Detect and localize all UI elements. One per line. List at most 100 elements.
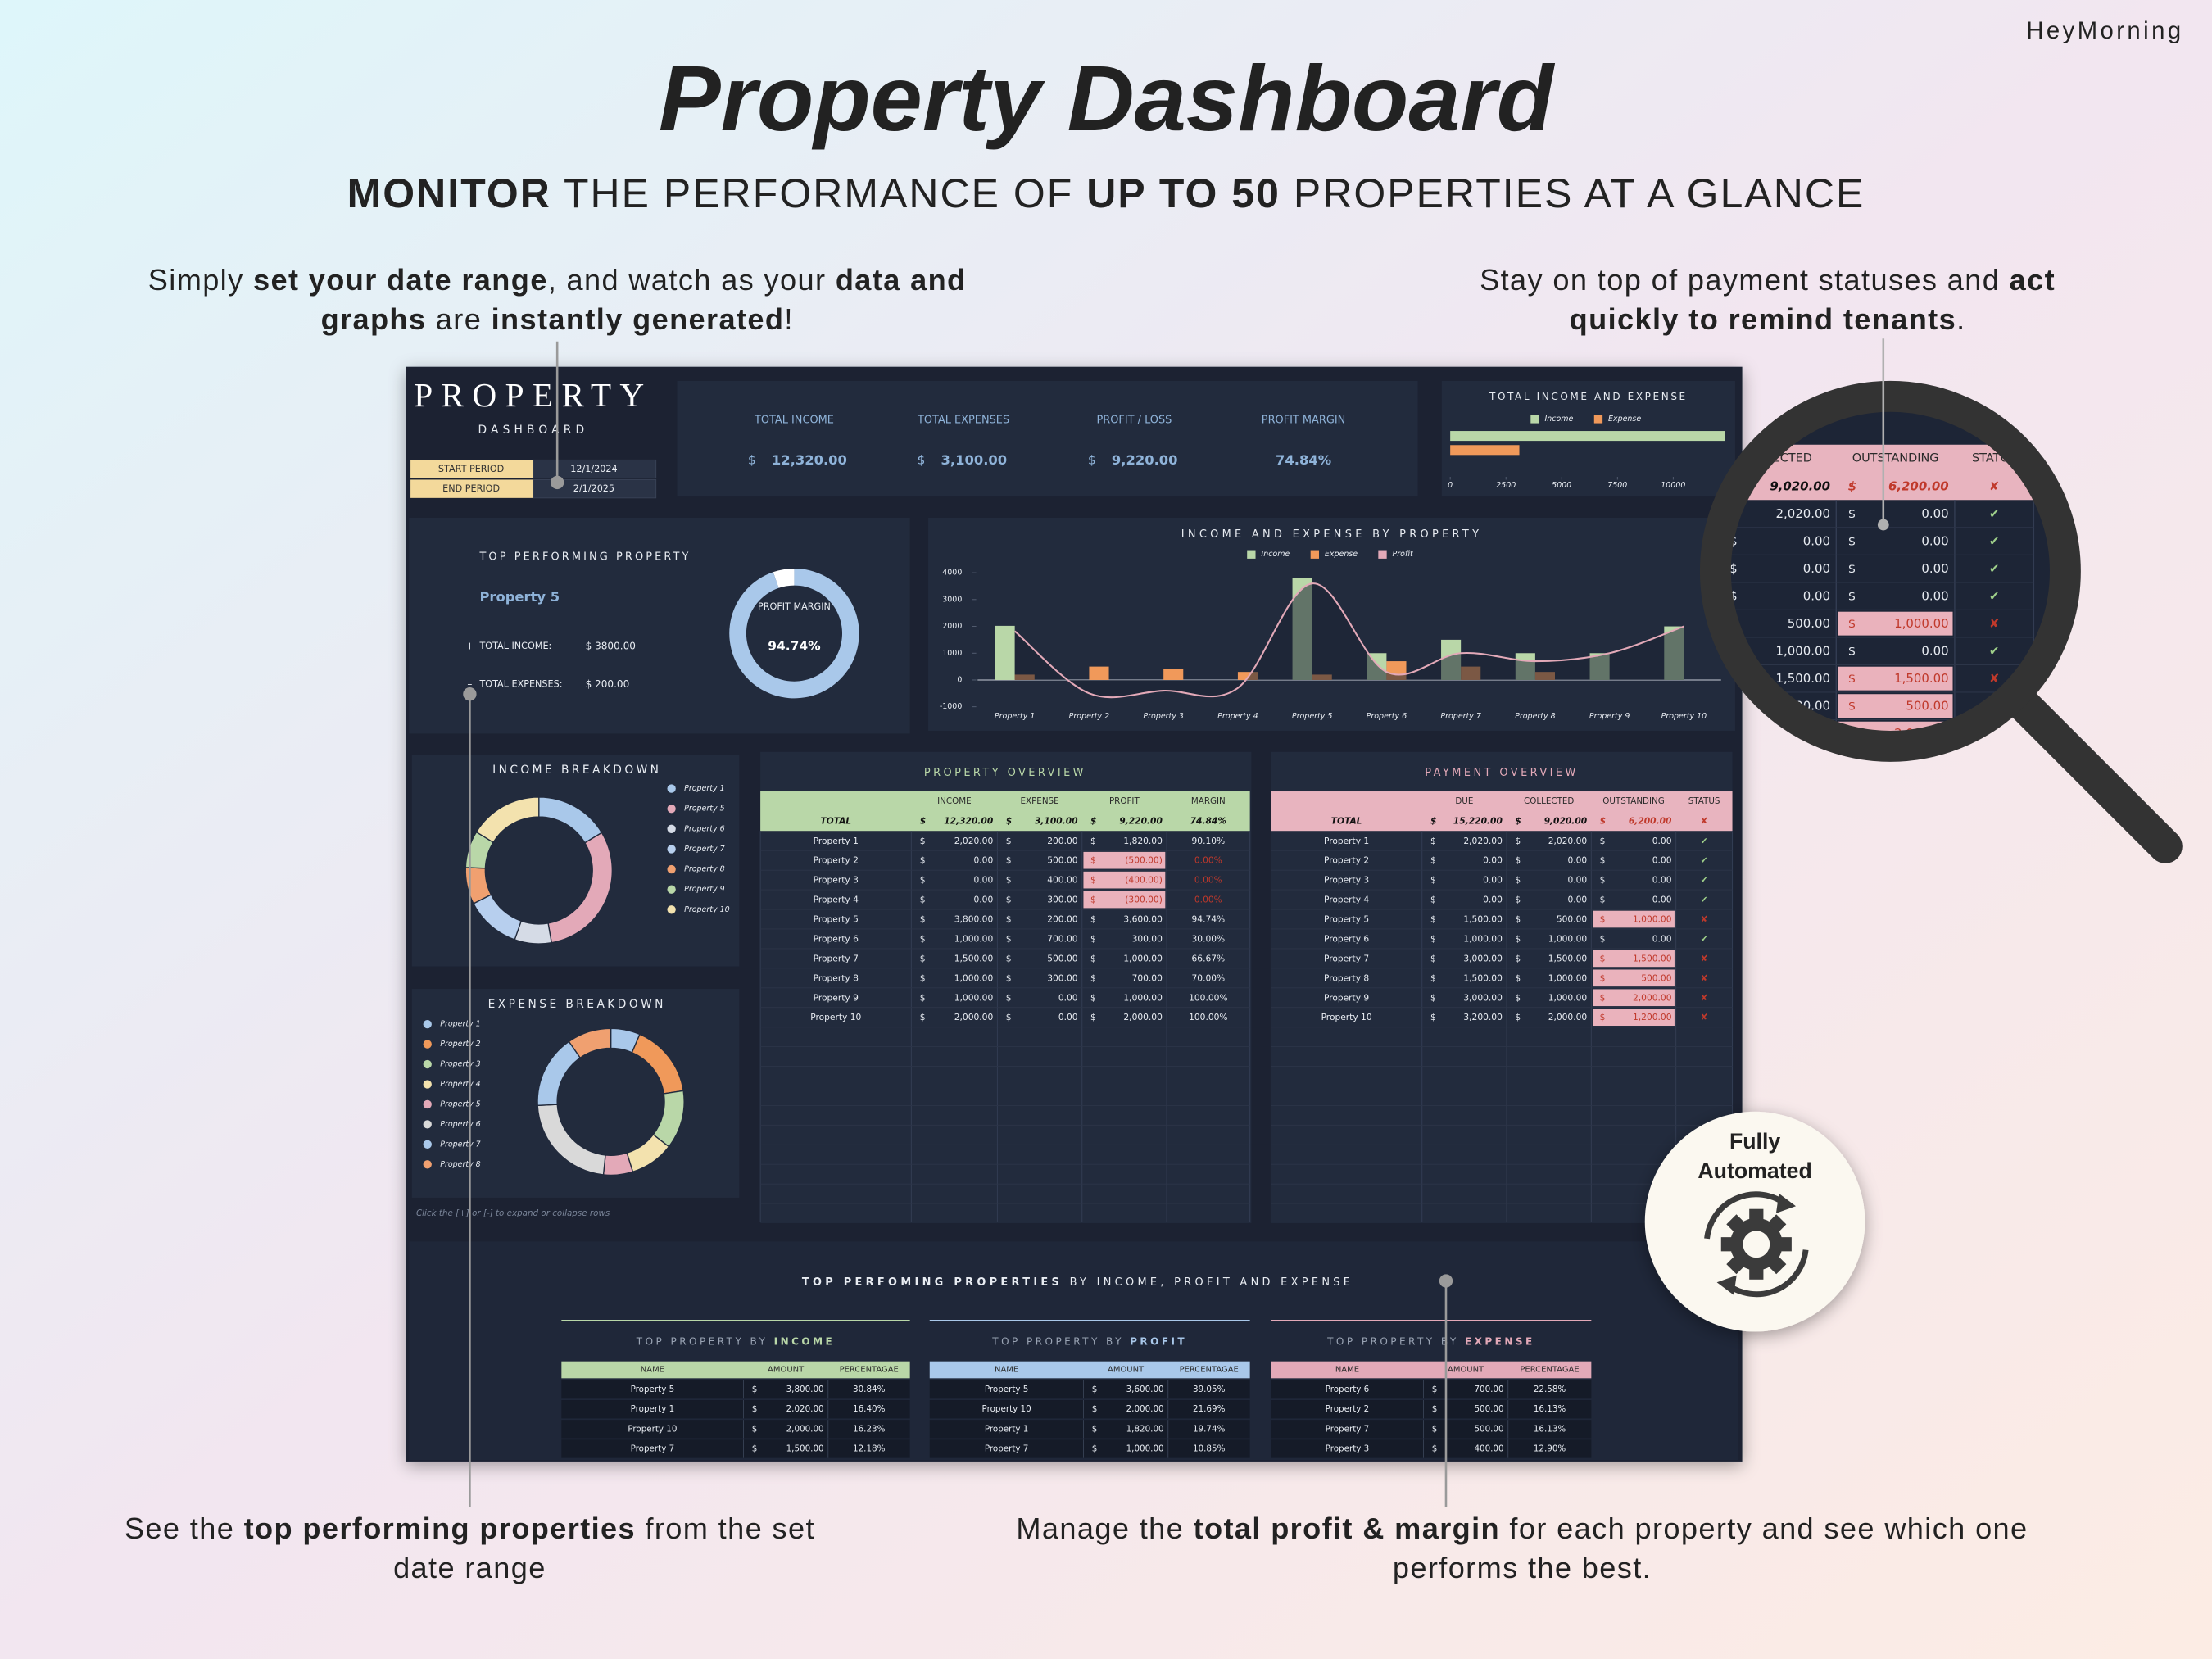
- cycle-arrow: [1726, 1249, 1809, 1298]
- gear-tooth: [1726, 1255, 1746, 1275]
- income-value: $ 3800.00: [586, 641, 636, 652]
- period-value: 12/1/2024: [570, 464, 617, 474]
- connector-dot: [463, 687, 477, 701]
- cell: 1,500.00: [1548, 953, 1588, 963]
- column-header: NAME: [1335, 1366, 1359, 1375]
- legend-label: Property 6: [440, 1120, 480, 1129]
- cell: 90.10%: [1192, 836, 1226, 846]
- cell: 0.00: [1652, 895, 1672, 905]
- legend-swatch: [423, 1019, 432, 1029]
- cell: ✘: [1701, 1012, 1708, 1022]
- cell: 3,600.00: [1126, 1385, 1164, 1394]
- currency-sign: $: [1006, 972, 1012, 983]
- currency-sign: $: [920, 836, 926, 846]
- currency-sign: $: [1600, 992, 1606, 1003]
- cell: ✔: [1701, 895, 1708, 905]
- cell: 0.00: [1652, 855, 1672, 866]
- donut-segment: [568, 1027, 612, 1059]
- cell: 3,600.00: [1123, 914, 1163, 925]
- row-label: Property 1: [814, 836, 859, 846]
- bar: [995, 625, 1015, 680]
- cell: 1,500.00: [1463, 972, 1503, 983]
- cell: 100.00%: [1189, 992, 1227, 1003]
- cell: ✔: [1701, 855, 1708, 866]
- row-label: Property 1: [631, 1404, 675, 1414]
- alert-cell: [1838, 694, 1953, 718]
- column-header: PERCENTAGAE: [840, 1366, 899, 1375]
- legend-label: Income: [1261, 550, 1290, 559]
- callout-text: date range: [393, 1551, 546, 1584]
- arrow-head: [1775, 1193, 1797, 1213]
- gear-tooth: [1749, 1208, 1764, 1222]
- legend-swatch: [667, 784, 676, 793]
- legend-label: Expense: [1608, 415, 1641, 424]
- currency-sign: $: [1600, 836, 1606, 846]
- legend-swatch: [667, 905, 676, 914]
- callout-text: graphs are instantly generated!: [321, 302, 794, 336]
- brand: HeyMorning: [2026, 18, 2183, 44]
- cell: 500.00: [1906, 699, 1948, 714]
- cell: ✔: [1701, 875, 1708, 886]
- legend-swatch: [423, 1160, 432, 1169]
- text-segment: !: [784, 302, 793, 336]
- text-segment: .: [1956, 302, 1965, 336]
- cell: 2,000.00: [786, 1424, 824, 1434]
- cell: ✔: [1701, 933, 1708, 944]
- row-label: Property 8: [814, 972, 859, 983]
- text-segment: See the: [125, 1511, 244, 1544]
- top-property-name: Property 5: [479, 589, 560, 605]
- cell: 0.00: [1652, 933, 1672, 944]
- row-label: Property 5: [985, 1385, 1029, 1394]
- row-band: [561, 1439, 910, 1458]
- arrow-head: [1716, 1275, 1737, 1295]
- legend-label: Profit: [1393, 550, 1414, 559]
- line: [1014, 582, 1684, 699]
- legend-swatch: [667, 824, 676, 833]
- gauge-label: PROFIT MARGIN: [758, 601, 831, 612]
- section-title: TOP PERFOMING PROPERTIES BY INCOME, PROF…: [802, 1276, 1353, 1289]
- cell: 2,020.00: [786, 1404, 824, 1414]
- column-header: MARGIN: [1191, 796, 1226, 806]
- currency-sign: $: [1432, 1444, 1438, 1453]
- callout-text: Stay on top of payment statuses and act: [1480, 262, 2056, 296]
- cell: 1,500.00: [1894, 671, 1949, 686]
- cell: 1,000.00: [1123, 953, 1163, 963]
- text-segment: total profit & margin: [1194, 1511, 1500, 1544]
- currency-sign: $: [1430, 992, 1436, 1003]
- cell: 0.00: [1803, 534, 1830, 549]
- currency-sign: $: [1600, 933, 1606, 944]
- column-header: PERCENTAGAE: [1180, 1366, 1239, 1375]
- cell: ✔: [1989, 589, 2000, 604]
- cell: 1,000.00: [1894, 616, 1949, 631]
- y-tick-label: 0: [957, 675, 962, 684]
- alert-cell: [1838, 611, 1953, 636]
- cell: 0.00: [974, 895, 994, 905]
- cell: 0.00%: [1194, 875, 1222, 886]
- cell: 12.90%: [1534, 1444, 1566, 1453]
- row-band: [929, 1439, 1250, 1458]
- bar: [1450, 445, 1520, 456]
- connector-dot: [1439, 1274, 1453, 1288]
- column-header: PERCENTAGAE: [1520, 1366, 1579, 1375]
- cell: 200.00: [1047, 914, 1078, 925]
- text-segment: TOP PERFOMING PROPERTIES: [802, 1276, 1063, 1289]
- column-header: NAME: [995, 1366, 1018, 1375]
- currency-sign: $: [1430, 875, 1436, 886]
- currency-sign: $: [1515, 875, 1521, 886]
- income-label: TOTAL INCOME:: [478, 641, 551, 651]
- cell: 300.00: [1132, 933, 1163, 944]
- badge-text: Automated: [1698, 1158, 1811, 1183]
- period-label: END PERIOD: [442, 483, 500, 494]
- cell: 400.00: [1047, 875, 1078, 886]
- legend-label: Property 10: [684, 905, 730, 914]
- x-tick-label: 2500: [1496, 481, 1516, 490]
- x-tick-label: Property 9: [1589, 712, 1630, 721]
- currency-sign: $: [1090, 972, 1096, 983]
- donut-segment: [475, 796, 540, 844]
- cell: 500.00: [1474, 1404, 1503, 1414]
- gear-tooth: [1767, 1214, 1787, 1234]
- period-label-cell: [410, 460, 533, 478]
- kpi-value: 74.84%: [1276, 452, 1331, 468]
- currency-sign: $: [1092, 1444, 1098, 1453]
- x-tick-label: Property 10: [1661, 712, 1707, 721]
